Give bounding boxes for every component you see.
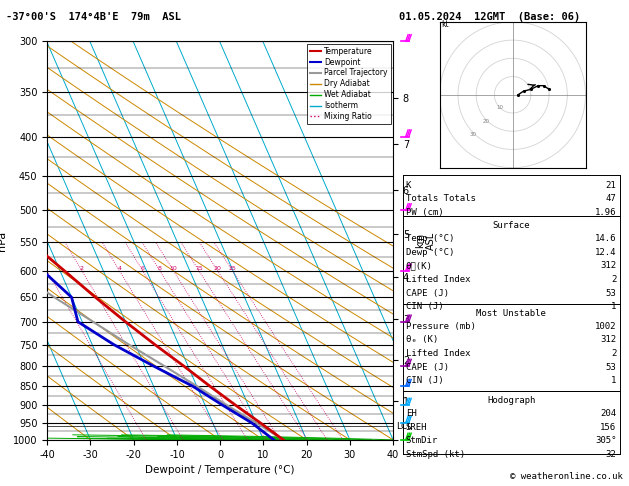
Text: 2: 2 (611, 275, 616, 284)
Text: θᴇ(K): θᴇ(K) (406, 261, 433, 271)
Text: Hodograph: Hodograph (487, 396, 535, 405)
Text: 53: 53 (606, 363, 616, 372)
Text: -37°00'S  174°4B'E  79m  ASL: -37°00'S 174°4B'E 79m ASL (6, 12, 181, 22)
X-axis label: Dewpoint / Temperature (°C): Dewpoint / Temperature (°C) (145, 465, 295, 475)
Text: 8: 8 (158, 266, 162, 271)
Text: K: K (406, 181, 411, 190)
Text: 12.4: 12.4 (595, 248, 616, 257)
Text: StmDir: StmDir (406, 436, 438, 446)
Text: 32: 32 (606, 450, 616, 459)
Text: Lifted Index: Lifted Index (406, 349, 470, 358)
Text: kt: kt (442, 20, 449, 29)
Text: 15: 15 (195, 266, 203, 271)
Text: 01.05.2024  12GMT  (Base: 06): 01.05.2024 12GMT (Base: 06) (399, 12, 581, 22)
Text: 10: 10 (496, 105, 503, 110)
Text: © weatheronline.co.uk: © weatheronline.co.uk (510, 472, 623, 481)
Text: Most Unstable: Most Unstable (476, 309, 546, 318)
Text: 6: 6 (141, 266, 145, 271)
Text: 1002: 1002 (595, 322, 616, 331)
Text: 10: 10 (170, 266, 177, 271)
Text: 4: 4 (118, 266, 121, 271)
Text: 14.6: 14.6 (595, 234, 616, 243)
Text: 20: 20 (483, 119, 490, 123)
Text: 47: 47 (606, 194, 616, 204)
Text: 21: 21 (606, 181, 616, 190)
Text: StmSpd (kt): StmSpd (kt) (406, 450, 465, 459)
Text: 2: 2 (80, 266, 84, 271)
Text: 1: 1 (611, 376, 616, 385)
Text: Totals Totals: Totals Totals (406, 194, 476, 204)
Text: Dewp (°C): Dewp (°C) (406, 248, 454, 257)
Text: 312: 312 (600, 261, 616, 271)
Text: CAPE (J): CAPE (J) (406, 363, 448, 372)
Text: LCL: LCL (397, 422, 413, 431)
Text: 20: 20 (214, 266, 221, 271)
Text: SREH: SREH (406, 423, 427, 432)
Text: Pressure (mb): Pressure (mb) (406, 322, 476, 331)
Text: 305°: 305° (595, 436, 616, 446)
Text: Lifted Index: Lifted Index (406, 275, 470, 284)
Legend: Temperature, Dewpoint, Parcel Trajectory, Dry Adiabat, Wet Adiabat, Isotherm, Mi: Temperature, Dewpoint, Parcel Trajectory… (307, 44, 391, 124)
Text: Temp (°C): Temp (°C) (406, 234, 454, 243)
Text: 204: 204 (600, 409, 616, 418)
Text: 312: 312 (600, 335, 616, 345)
Text: 1.96: 1.96 (595, 208, 616, 217)
Text: Surface: Surface (493, 221, 530, 230)
Text: 30: 30 (470, 132, 477, 137)
Text: 1: 1 (611, 302, 616, 312)
Text: EH: EH (406, 409, 416, 418)
Text: PW (cm): PW (cm) (406, 208, 443, 217)
Text: CIN (J): CIN (J) (406, 302, 443, 312)
Text: CIN (J): CIN (J) (406, 376, 443, 385)
Text: 53: 53 (606, 289, 616, 298)
Text: θₑ (K): θₑ (K) (406, 335, 438, 345)
Text: 2: 2 (611, 349, 616, 358)
Text: CAPE (J): CAPE (J) (406, 289, 448, 298)
Y-axis label: hPa: hPa (0, 230, 8, 251)
Y-axis label: km
ASL: km ASL (415, 231, 437, 250)
Text: 156: 156 (600, 423, 616, 432)
Text: 25: 25 (228, 266, 237, 271)
